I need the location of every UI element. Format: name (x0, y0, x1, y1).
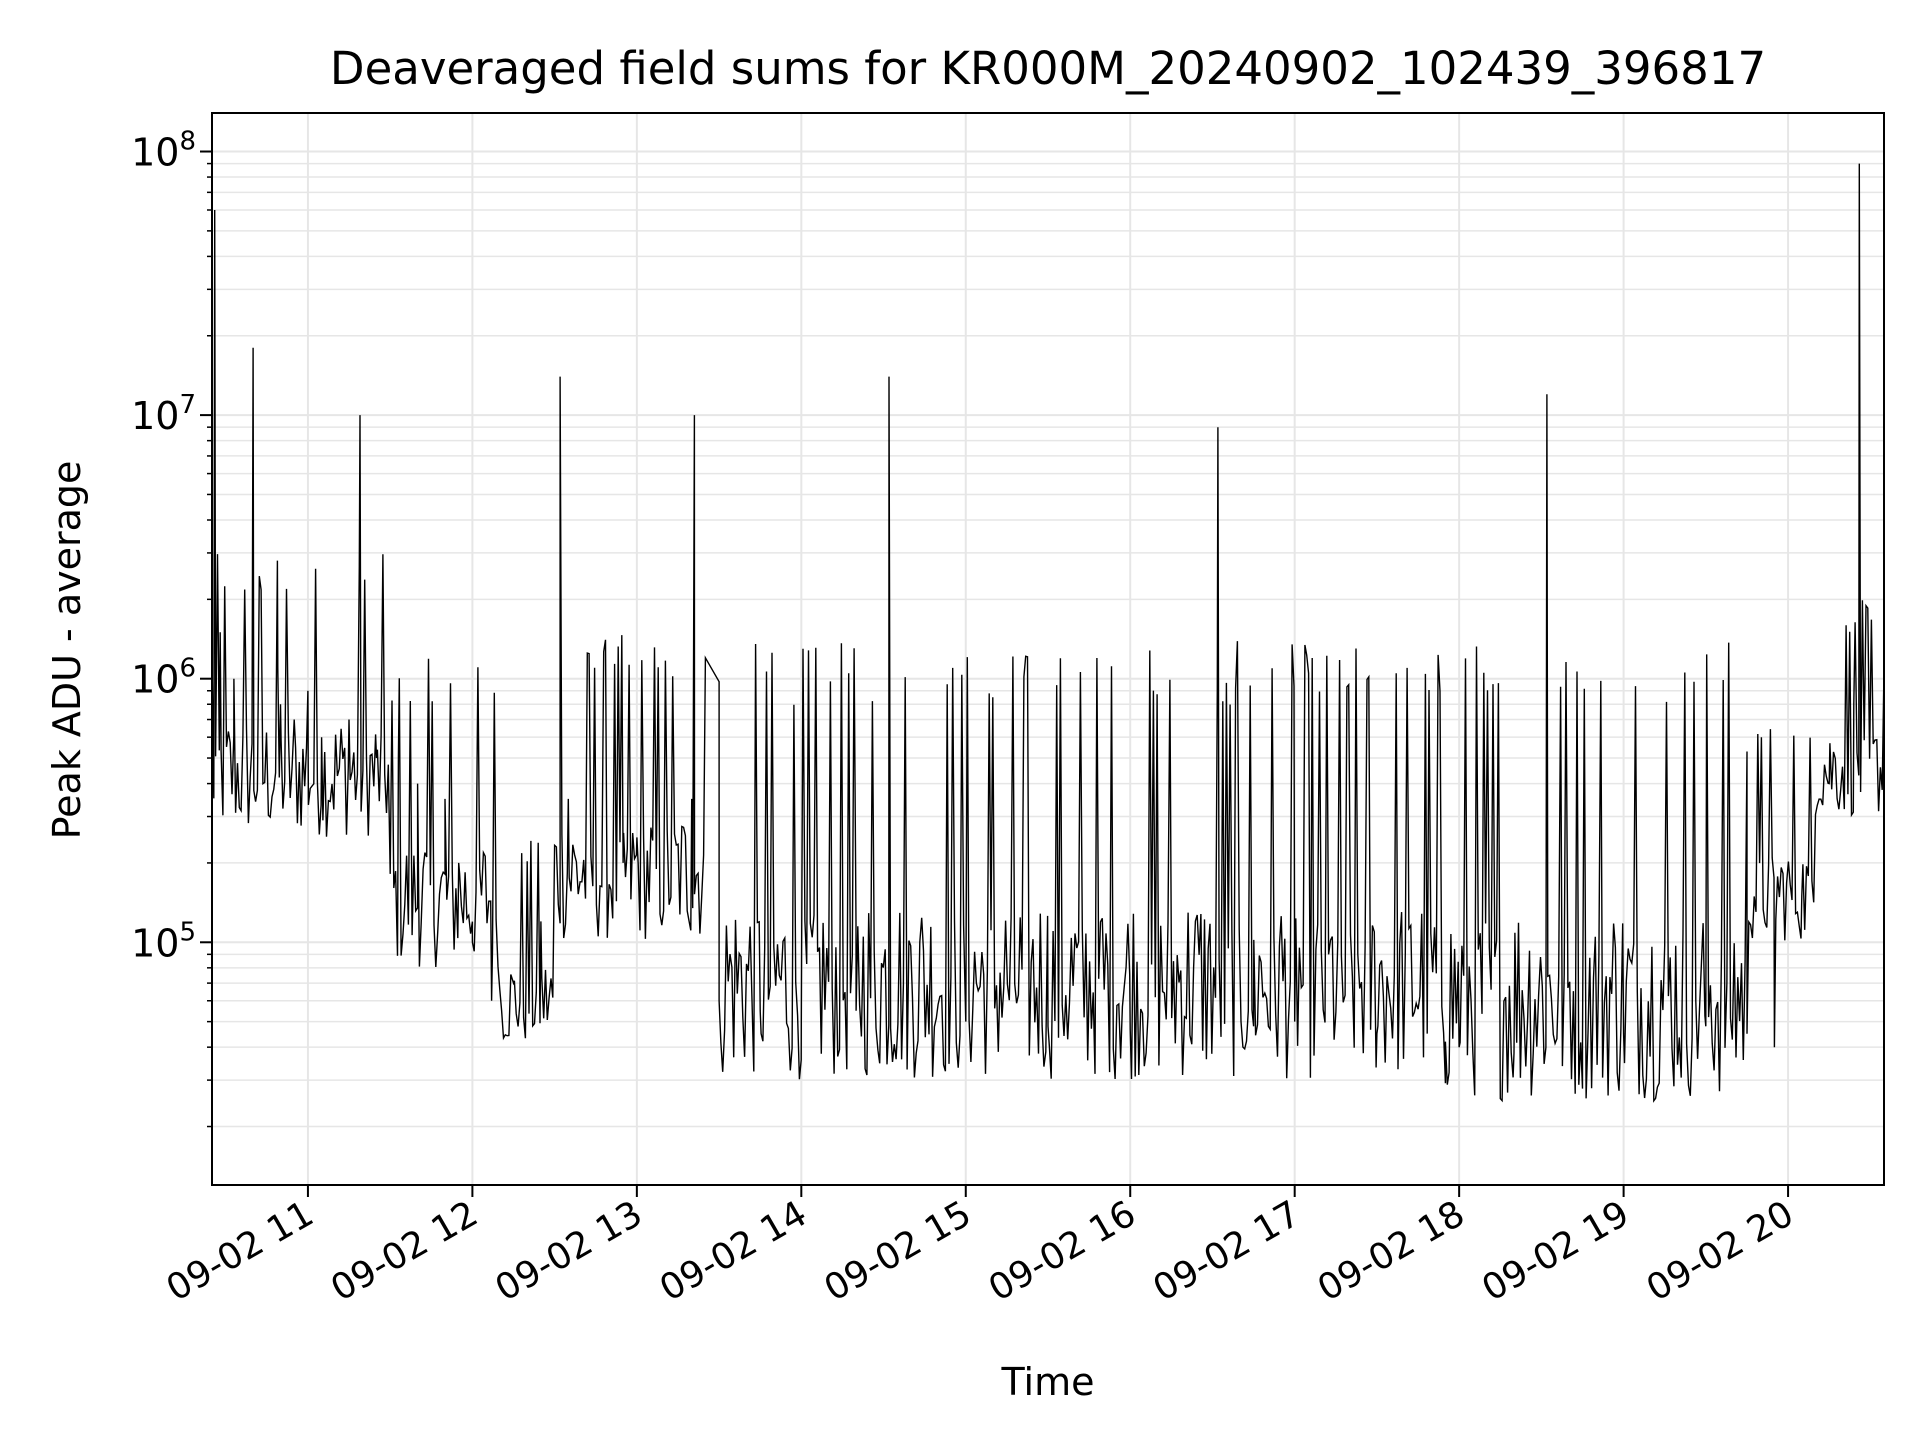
plot-frame (211, 112, 1885, 1186)
y-tick-label: 107 (131, 390, 196, 438)
series-group (211, 163, 1885, 1103)
y-axis-label: Peak ADU - average (45, 461, 89, 840)
x-axis-label: Time (1001, 1360, 1095, 1404)
y-tick-label: 106 (131, 654, 196, 702)
series-line (211, 163, 1885, 1103)
y-tick-label: 108 (131, 127, 196, 175)
y-tick-label: 105 (131, 917, 196, 965)
y-axis-ticks: 105 106 107 108 (131, 127, 212, 1128)
chart-title: Deaveraged field sums for KR000M_2024090… (330, 42, 1766, 95)
